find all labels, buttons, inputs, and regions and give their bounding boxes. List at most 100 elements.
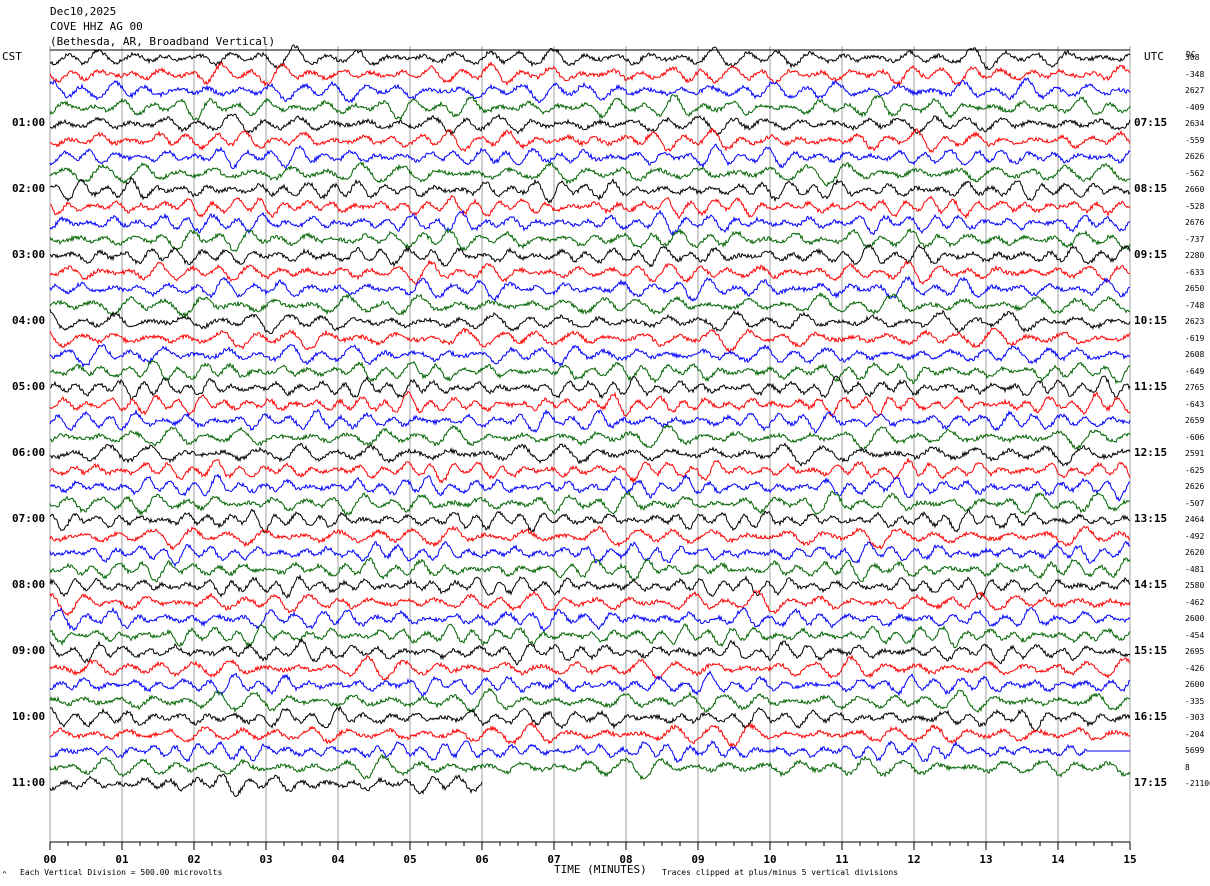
x-tick-label: 12 (907, 853, 920, 866)
station-label: COVE HHZ AG 00 (50, 20, 143, 33)
dc-offset-label: 2627 (1185, 86, 1205, 95)
seismic-trace (49, 670, 1131, 697)
dc-offset-label: 2765 (1185, 383, 1205, 392)
x-tick-label: 11 (835, 853, 849, 866)
seismic-trace (49, 739, 1130, 764)
seismic-trace (49, 458, 1131, 484)
dc-offset-label: -348 (1185, 69, 1205, 79)
x-tick-label: 09 (691, 853, 704, 866)
seismic-trace (49, 623, 1131, 649)
x-tick-label: 10 (763, 853, 776, 866)
dc-offset-label: 5699 (1185, 746, 1205, 755)
left-hour-label: 01:00 (12, 116, 46, 129)
seismic-trace (49, 490, 1131, 517)
x-axis: 00 01 02 03 04 05 06 07 08 09 10 11 12 13 14 15 (43, 841, 1137, 866)
seismic-trace (49, 442, 1131, 468)
seismic-trace (49, 327, 1131, 354)
seismic-trace (49, 209, 1131, 237)
dc-offset-label: 2650 (1185, 284, 1205, 293)
seismic-trace (49, 687, 1131, 714)
dc-offset-label: -649 (1185, 366, 1205, 376)
dc-offset-label: 2623 (1185, 317, 1205, 326)
date-label: Dec10,2025 (50, 5, 117, 18)
right-hour-label: 07:15 (1134, 116, 1168, 129)
left-hour-label: 04:00 (12, 314, 46, 327)
dc-header-label: DC (1186, 50, 1196, 59)
right-hour-label: 09:15 (1134, 248, 1168, 261)
seismic-trace (49, 259, 1131, 286)
dc-offset-label: 2626 (1185, 482, 1205, 491)
x-tick-label: 13 (979, 853, 992, 866)
seismic-trace (49, 637, 1131, 666)
seismic-trace (49, 654, 1131, 681)
dc-offset-label: 2626 (1185, 152, 1205, 161)
seismic-trace (49, 573, 1131, 600)
dc-offset-label: 2600 (1185, 614, 1205, 623)
dc-offset-label: 2676 (1185, 218, 1205, 227)
x-tick-label: 00 (43, 853, 56, 866)
dc-offset-label: 2660 (1185, 185, 1205, 194)
left-hour-label: 08:00 (12, 578, 46, 591)
dc-offset-label: 2591 (1185, 449, 1205, 458)
dc-offset-label: 2608 (1185, 350, 1205, 359)
left-hour-label: 09:00 (12, 644, 46, 657)
dc-offset-label: 2634 (1185, 119, 1205, 128)
seismic-trace (49, 77, 1131, 104)
dc-offset-label: 2695 (1185, 647, 1205, 656)
dc-offset-label: -303 (1185, 713, 1205, 722)
seismic-trace (49, 508, 1131, 534)
seismic-trace (49, 375, 1131, 401)
seismic-trace (49, 143, 1131, 170)
dc-offset-label: -619 (1185, 333, 1205, 343)
dc-offset-label: -409 (1185, 102, 1205, 112)
x-axis-title: TIME (MINUTES) (554, 863, 647, 876)
right-hour-label: 17:15 (1134, 776, 1168, 789)
dc-offset-label: -426 (1185, 663, 1205, 673)
left-hour-label: 11:00 (12, 776, 46, 789)
seismic-trace (49, 161, 1131, 188)
dc-offset-label: 308 (1185, 53, 1200, 62)
right-hour-label: 11:15 (1134, 380, 1168, 393)
right-hour-label: 15:15 (1134, 644, 1168, 657)
seismic-trace (49, 525, 1131, 551)
right-hour-label: 10:15 (1134, 314, 1168, 327)
seismic-trace (49, 344, 1131, 369)
x-tick-label: 04 (331, 853, 345, 866)
seismic-trace (49, 408, 1131, 434)
dc-offset-label: -606 (1185, 432, 1205, 442)
right-hour-label: 14:15 (1134, 578, 1168, 591)
seismic-trace (49, 773, 483, 798)
dc-offset-label: 2600 (1185, 680, 1205, 689)
seismic-trace (49, 540, 1131, 568)
dc-offset-label: -562 (1185, 168, 1205, 178)
seismic-trace (49, 275, 1131, 303)
dc-offset-label: -528 (1185, 201, 1205, 211)
left-hour-label: 07:00 (12, 512, 46, 525)
seismic-trace (50, 473, 1131, 502)
seismic-trace (49, 291, 1131, 319)
seismic-trace (49, 721, 1131, 749)
dc-offset-label: -481 (1185, 564, 1205, 574)
dc-offset-label: -335 (1185, 696, 1205, 706)
x-tick-label: 07 (547, 853, 560, 866)
dc-offset-label: -462 (1185, 597, 1205, 607)
seismic-trace (49, 44, 1131, 71)
dc-offset-label: 2580 (1185, 581, 1205, 590)
x-tick-label: 06 (475, 853, 489, 866)
x-tick-label: 01 (115, 853, 129, 866)
seismic-trace (49, 705, 1131, 732)
seismic-trace (49, 127, 1131, 153)
seismic-trace (49, 589, 1131, 617)
seismic-trace (49, 359, 1131, 385)
dc-offset-label: -625 (1185, 465, 1205, 475)
seismic-trace (49, 309, 1131, 335)
dc-offset-label: -559 (1185, 135, 1205, 145)
seismic-trace (49, 227, 1131, 253)
left-hour-label: 02:00 (12, 182, 46, 195)
right-hour-label: 08:15 (1134, 182, 1168, 195)
location-label: (Bethesda, AR, Broadband Vertical) (50, 35, 276, 48)
dc-offset-label: -492 (1185, 531, 1205, 541)
trace-group (49, 44, 1131, 798)
dc-offset-label: 2659 (1185, 416, 1205, 425)
seismic-trace (49, 243, 1131, 268)
